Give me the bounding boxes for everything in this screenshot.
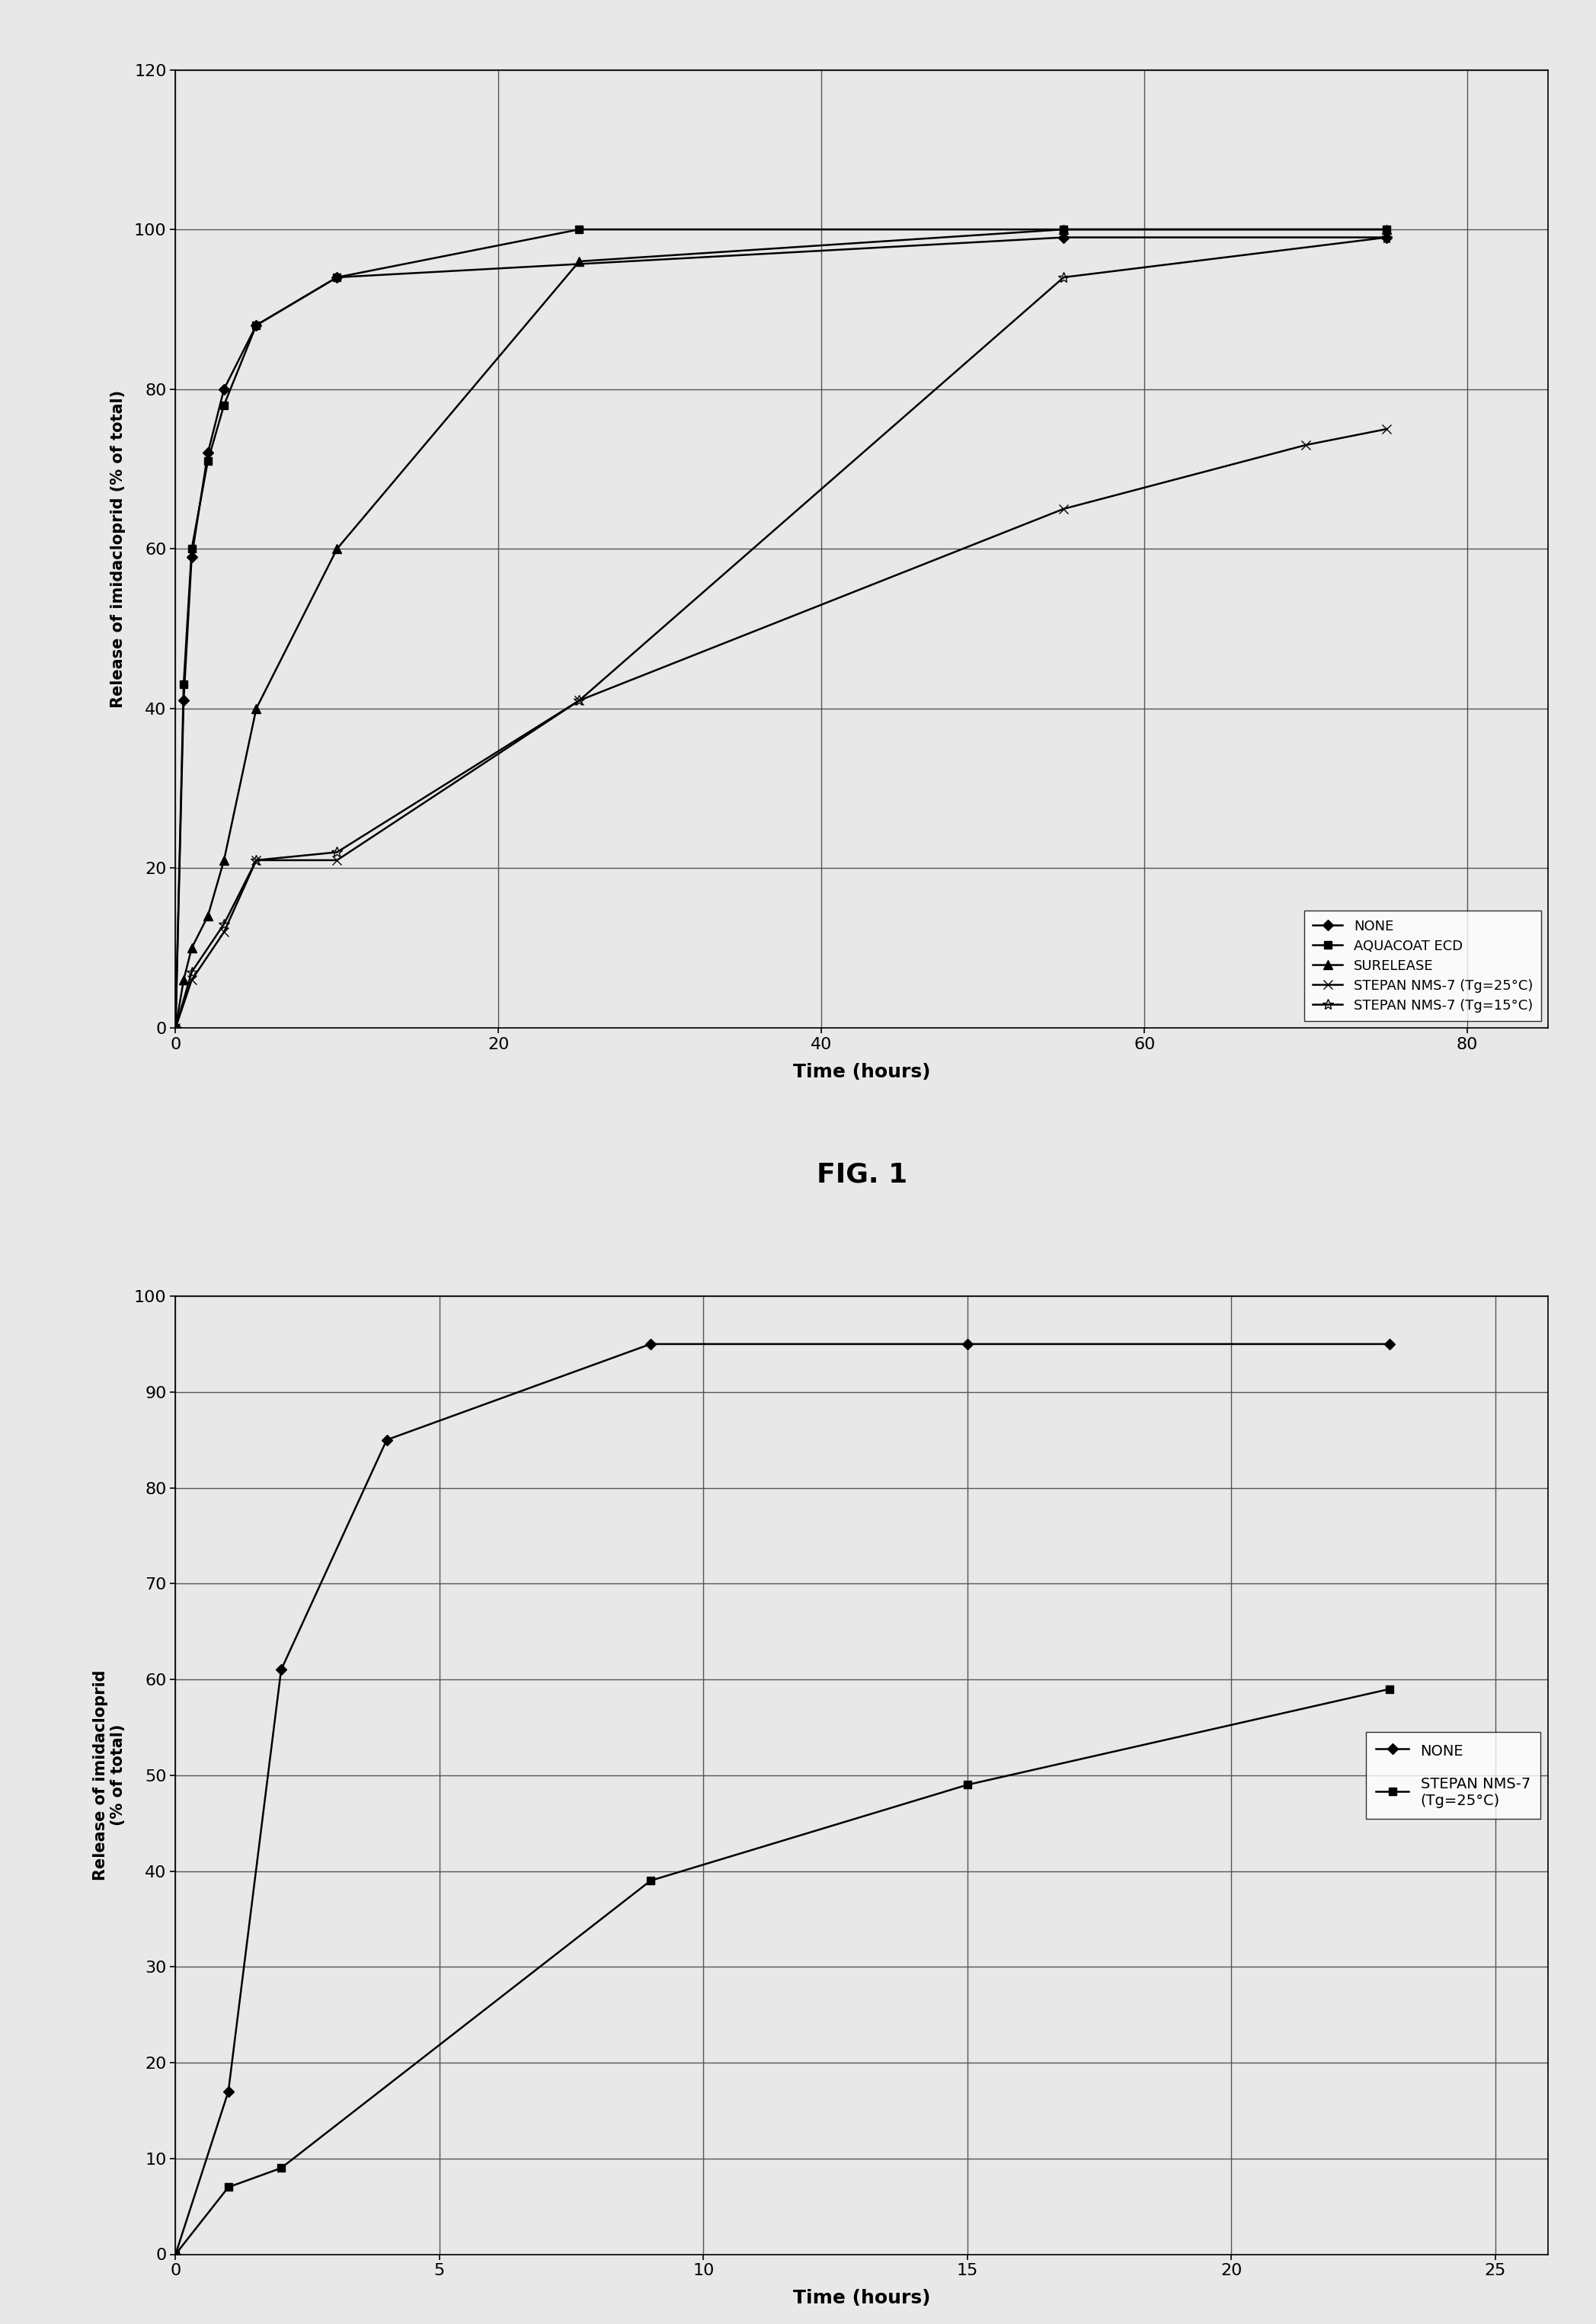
Text: FIG. 1: FIG. 1 [817,1162,907,1188]
Legend: NONE, STEPAN NMS-7
(Tg=25°C): NONE, STEPAN NMS-7 (Tg=25°C) [1366,1731,1540,1820]
Legend: NONE, AQUACOAT ECD, SURELEASE, STEPAN NMS-7 (Tg=25°C), STEPAN NMS-7 (Tg=15°C): NONE, AQUACOAT ECD, SURELEASE, STEPAN NM… [1304,911,1542,1020]
X-axis label: Time (hours): Time (hours) [793,2289,930,2308]
Y-axis label: Release of imidacloprid
(% of total): Release of imidacloprid (% of total) [93,1671,126,1880]
Y-axis label: Release of imidacloprid (% of total): Release of imidacloprid (% of total) [110,390,126,709]
X-axis label: Time (hours): Time (hours) [793,1062,930,1081]
